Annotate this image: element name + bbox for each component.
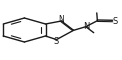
Text: S: S (53, 37, 59, 46)
Text: N: N (58, 15, 64, 24)
Text: N: N (83, 22, 89, 31)
Text: S: S (112, 16, 117, 26)
